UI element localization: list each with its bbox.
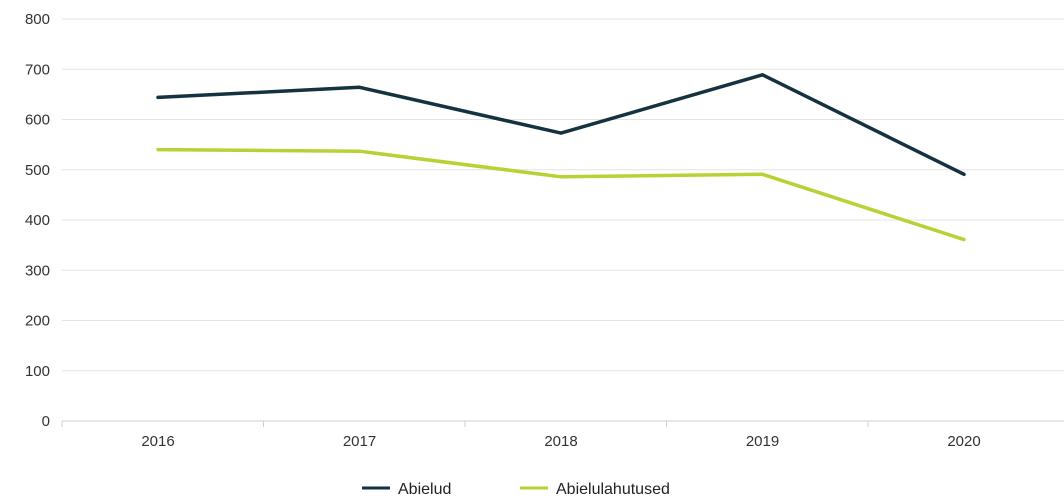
y-tick-label-700: 700: [25, 61, 50, 78]
x-tick-label-2019: 2019: [746, 433, 779, 450]
y-tick-label-300: 300: [25, 262, 50, 279]
series-lines: [156, 73, 966, 242]
y-tick-label-0: 0: [42, 413, 50, 430]
x-tick-label-2016: 2016: [141, 433, 174, 450]
series-line-abielud: [156, 73, 966, 177]
legend-label-abielud: Abielud: [398, 481, 451, 498]
legend-item-abielulahutused: Abielulahutused: [520, 481, 670, 498]
legend-item-abielud: Abielud: [362, 481, 451, 498]
x-tick-label-2020: 2020: [947, 433, 980, 450]
y-tick-label-500: 500: [25, 162, 50, 179]
y-tick-label-600: 600: [25, 112, 50, 129]
y-tick-label-400: 400: [25, 212, 50, 229]
legend: Abielud Abielulahutused: [362, 481, 670, 498]
y-tick-label-100: 100: [25, 363, 50, 380]
x-axis: 2016 2017 2018 2019 2020: [61, 420, 1064, 450]
x-tick-label-2017: 2017: [343, 433, 376, 450]
y-tick-label-800: 800: [25, 11, 50, 28]
grid-lines: [62, 18, 1064, 372]
series-line-abielulahutused: [156, 147, 966, 242]
y-tick-label-200: 200: [25, 313, 50, 330]
legend-label-abielulahutused: Abielulahutused: [556, 481, 670, 498]
y-axis-ticks: 0 100 200 300 400 500 600 700 800: [25, 11, 50, 430]
x-tick-label-2018: 2018: [544, 433, 577, 450]
